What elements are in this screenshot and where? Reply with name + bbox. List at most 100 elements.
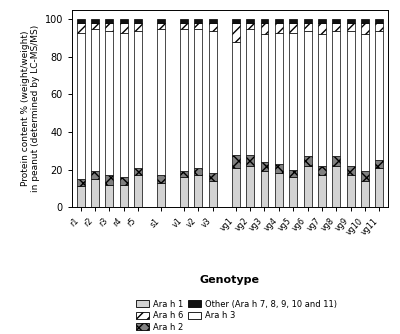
Bar: [77, 186, 84, 207]
Bar: [91, 29, 99, 171]
Bar: [134, 19, 142, 23]
Bar: [209, 31, 217, 173]
Bar: [361, 23, 369, 34]
Bar: [304, 156, 312, 166]
Bar: [209, 19, 217, 23]
Bar: [180, 177, 188, 207]
Bar: [332, 166, 340, 207]
Bar: [289, 177, 297, 207]
Bar: [180, 171, 188, 177]
Bar: [361, 181, 369, 207]
Bar: [105, 175, 113, 185]
Bar: [275, 173, 283, 207]
Bar: [91, 179, 99, 207]
Bar: [376, 19, 383, 23]
Bar: [194, 29, 202, 168]
Bar: [260, 171, 268, 207]
Bar: [260, 23, 268, 34]
Bar: [275, 23, 283, 32]
Bar: [361, 34, 369, 171]
Bar: [289, 23, 297, 32]
Bar: [289, 170, 297, 177]
Bar: [105, 19, 113, 23]
Bar: [318, 19, 326, 23]
Bar: [134, 175, 142, 207]
Bar: [260, 19, 268, 23]
Bar: [318, 166, 326, 175]
Bar: [318, 175, 326, 207]
Bar: [157, 23, 165, 29]
Legend: Ara h 1, Ara h 6, Ara h 2, Other (Ara h 7, 8, 9, 10 and 11), Ara h 3: Ara h 1, Ara h 6, Ara h 2, Other (Ara h …: [134, 298, 338, 333]
Bar: [361, 171, 369, 181]
Bar: [246, 23, 254, 29]
Bar: [120, 32, 128, 177]
Bar: [91, 19, 99, 23]
Bar: [232, 19, 240, 23]
Bar: [332, 23, 340, 31]
Bar: [105, 23, 113, 31]
Bar: [180, 29, 188, 171]
Bar: [376, 23, 383, 31]
Bar: [347, 23, 355, 31]
Bar: [304, 19, 312, 23]
Bar: [77, 23, 84, 32]
Bar: [304, 23, 312, 31]
Bar: [376, 160, 383, 168]
Bar: [246, 166, 254, 207]
Bar: [120, 177, 128, 185]
Bar: [157, 19, 165, 23]
Bar: [318, 23, 326, 34]
Bar: [246, 155, 254, 166]
Bar: [105, 31, 113, 175]
Bar: [209, 173, 217, 181]
Bar: [180, 23, 188, 29]
Bar: [91, 171, 99, 179]
Bar: [209, 181, 217, 207]
Bar: [347, 166, 355, 175]
Bar: [304, 166, 312, 207]
Bar: [232, 42, 240, 155]
Bar: [347, 31, 355, 166]
Bar: [361, 19, 369, 23]
Bar: [260, 34, 268, 162]
Bar: [332, 19, 340, 23]
Bar: [134, 168, 142, 175]
Bar: [289, 19, 297, 23]
Y-axis label: Protein content % (weight/weight)
in peanut (determined by LC-MS/MS): Protein content % (weight/weight) in pea…: [21, 25, 40, 192]
Bar: [275, 32, 283, 164]
Bar: [134, 23, 142, 31]
Bar: [77, 19, 84, 23]
Bar: [120, 185, 128, 207]
Bar: [134, 31, 142, 168]
X-axis label: Genotype: Genotype: [200, 276, 260, 286]
Bar: [77, 32, 84, 179]
Bar: [194, 23, 202, 29]
Bar: [289, 32, 297, 170]
Bar: [376, 31, 383, 160]
Bar: [120, 19, 128, 23]
Bar: [157, 175, 165, 183]
Bar: [157, 29, 165, 175]
Bar: [332, 156, 340, 166]
Bar: [157, 183, 165, 207]
Bar: [232, 168, 240, 207]
Bar: [194, 19, 202, 23]
Bar: [194, 168, 202, 175]
Bar: [246, 19, 254, 23]
Bar: [332, 31, 340, 156]
Bar: [376, 168, 383, 207]
Bar: [246, 29, 254, 155]
Bar: [318, 34, 326, 166]
Bar: [91, 23, 99, 29]
Bar: [304, 31, 312, 156]
Bar: [194, 175, 202, 207]
Bar: [120, 23, 128, 32]
Bar: [347, 19, 355, 23]
Bar: [260, 162, 268, 171]
Bar: [209, 23, 217, 31]
Bar: [347, 175, 355, 207]
Bar: [275, 164, 283, 173]
Bar: [180, 19, 188, 23]
Bar: [232, 155, 240, 168]
Bar: [275, 19, 283, 23]
